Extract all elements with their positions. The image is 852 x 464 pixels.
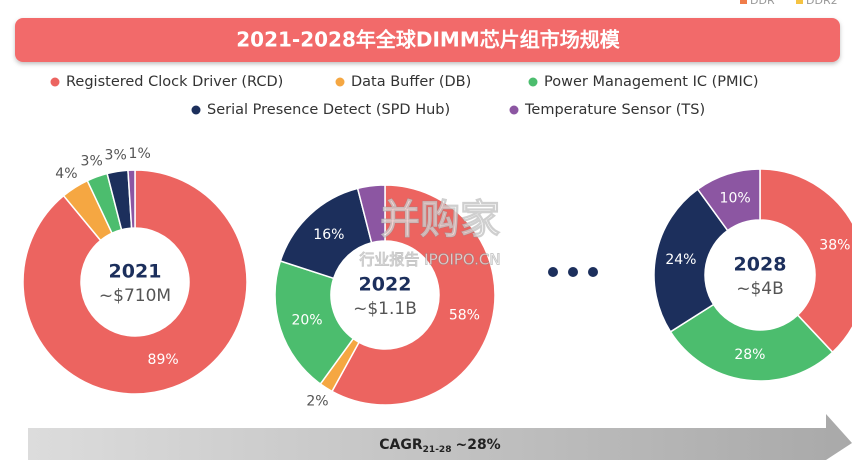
cagr-arrow bbox=[28, 414, 852, 460]
legend-label: Power Management IC (PMIC) bbox=[544, 74, 759, 90]
title: 2021-2028年全球DIMM芯片组市场规模 bbox=[236, 28, 620, 52]
value-label: 2% bbox=[306, 393, 328, 409]
dot bbox=[588, 267, 598, 277]
legend-label: Registered Clock Driver (RCD) bbox=[66, 74, 283, 90]
watermark-site: 行业报告 IPOIPO.CN bbox=[359, 251, 500, 269]
donut-title: 2021 bbox=[109, 261, 162, 283]
legend-label: Serial Presence Detect (SPD Hub) bbox=[207, 102, 450, 118]
donut-title: 2028 bbox=[734, 254, 787, 276]
donut-hole bbox=[82, 229, 188, 335]
cagr-label: CAGR bbox=[379, 437, 423, 453]
legend-label: Temperature Sensor (TS) bbox=[524, 102, 705, 118]
cagr-text: CAGR21-28 ~28% bbox=[379, 437, 500, 455]
title-banner bbox=[15, 18, 840, 62]
value-label: 38% bbox=[819, 237, 850, 253]
legend-marker bbox=[191, 105, 201, 115]
legend-marker bbox=[335, 77, 345, 87]
donut-subtitle: ~$4B bbox=[736, 279, 784, 299]
donut-segment bbox=[127, 169, 136, 229]
ellipsis-dots bbox=[548, 267, 598, 277]
donut-segment bbox=[22, 169, 248, 395]
donut-segment bbox=[696, 168, 761, 232]
donut-hole bbox=[706, 221, 814, 329]
donut-segment bbox=[759, 168, 852, 354]
donut-segment bbox=[356, 184, 386, 244]
donut-segment bbox=[653, 188, 729, 333]
value-label: 20% bbox=[291, 312, 322, 328]
watermark-brand: 并购家 bbox=[380, 197, 500, 243]
dot bbox=[568, 267, 578, 277]
top-legend-label: DDR2 bbox=[806, 0, 838, 7]
legend: Registered Clock Driver (RCD) Data Buffer… bbox=[50, 74, 759, 118]
cagr-subscript: 21-28 bbox=[423, 445, 452, 455]
charts: 89%4%3% 3% 1%2021~$710M58%2%20%16%2022~$1.… bbox=[22, 146, 852, 409]
donut-title: 2022 bbox=[359, 274, 412, 296]
legend-marker bbox=[509, 105, 519, 115]
legend-marker bbox=[50, 77, 60, 87]
donut-subtitle: ~$710M bbox=[99, 286, 171, 306]
donut-segment bbox=[330, 184, 496, 406]
top-legend: DDR DDR2 bbox=[740, 0, 838, 7]
value-label: 24% bbox=[665, 252, 696, 268]
value-label: 1% bbox=[129, 146, 151, 162]
top-legend-swatch bbox=[740, 0, 747, 4]
donut-subtitle: ~$1.1B bbox=[353, 299, 417, 319]
value-label: 16% bbox=[313, 227, 344, 243]
value-label: 3% bbox=[81, 154, 103, 170]
value-label: 3% bbox=[105, 148, 127, 164]
value-label: 58% bbox=[449, 307, 480, 323]
value-label: 4% bbox=[55, 166, 77, 182]
top-legend-swatch bbox=[796, 0, 803, 4]
cagr-value: ~28% bbox=[455, 437, 500, 453]
top-legend-label: DDR bbox=[750, 0, 775, 7]
value-label: 89% bbox=[148, 352, 179, 368]
legend-marker bbox=[528, 77, 538, 87]
donut-segment bbox=[669, 303, 834, 382]
legend-label: Data Buffer (DB) bbox=[351, 74, 471, 90]
value-label: 10% bbox=[720, 190, 751, 206]
dot bbox=[548, 267, 558, 277]
value-label: 28% bbox=[734, 347, 765, 363]
donut-hole bbox=[332, 242, 438, 348]
